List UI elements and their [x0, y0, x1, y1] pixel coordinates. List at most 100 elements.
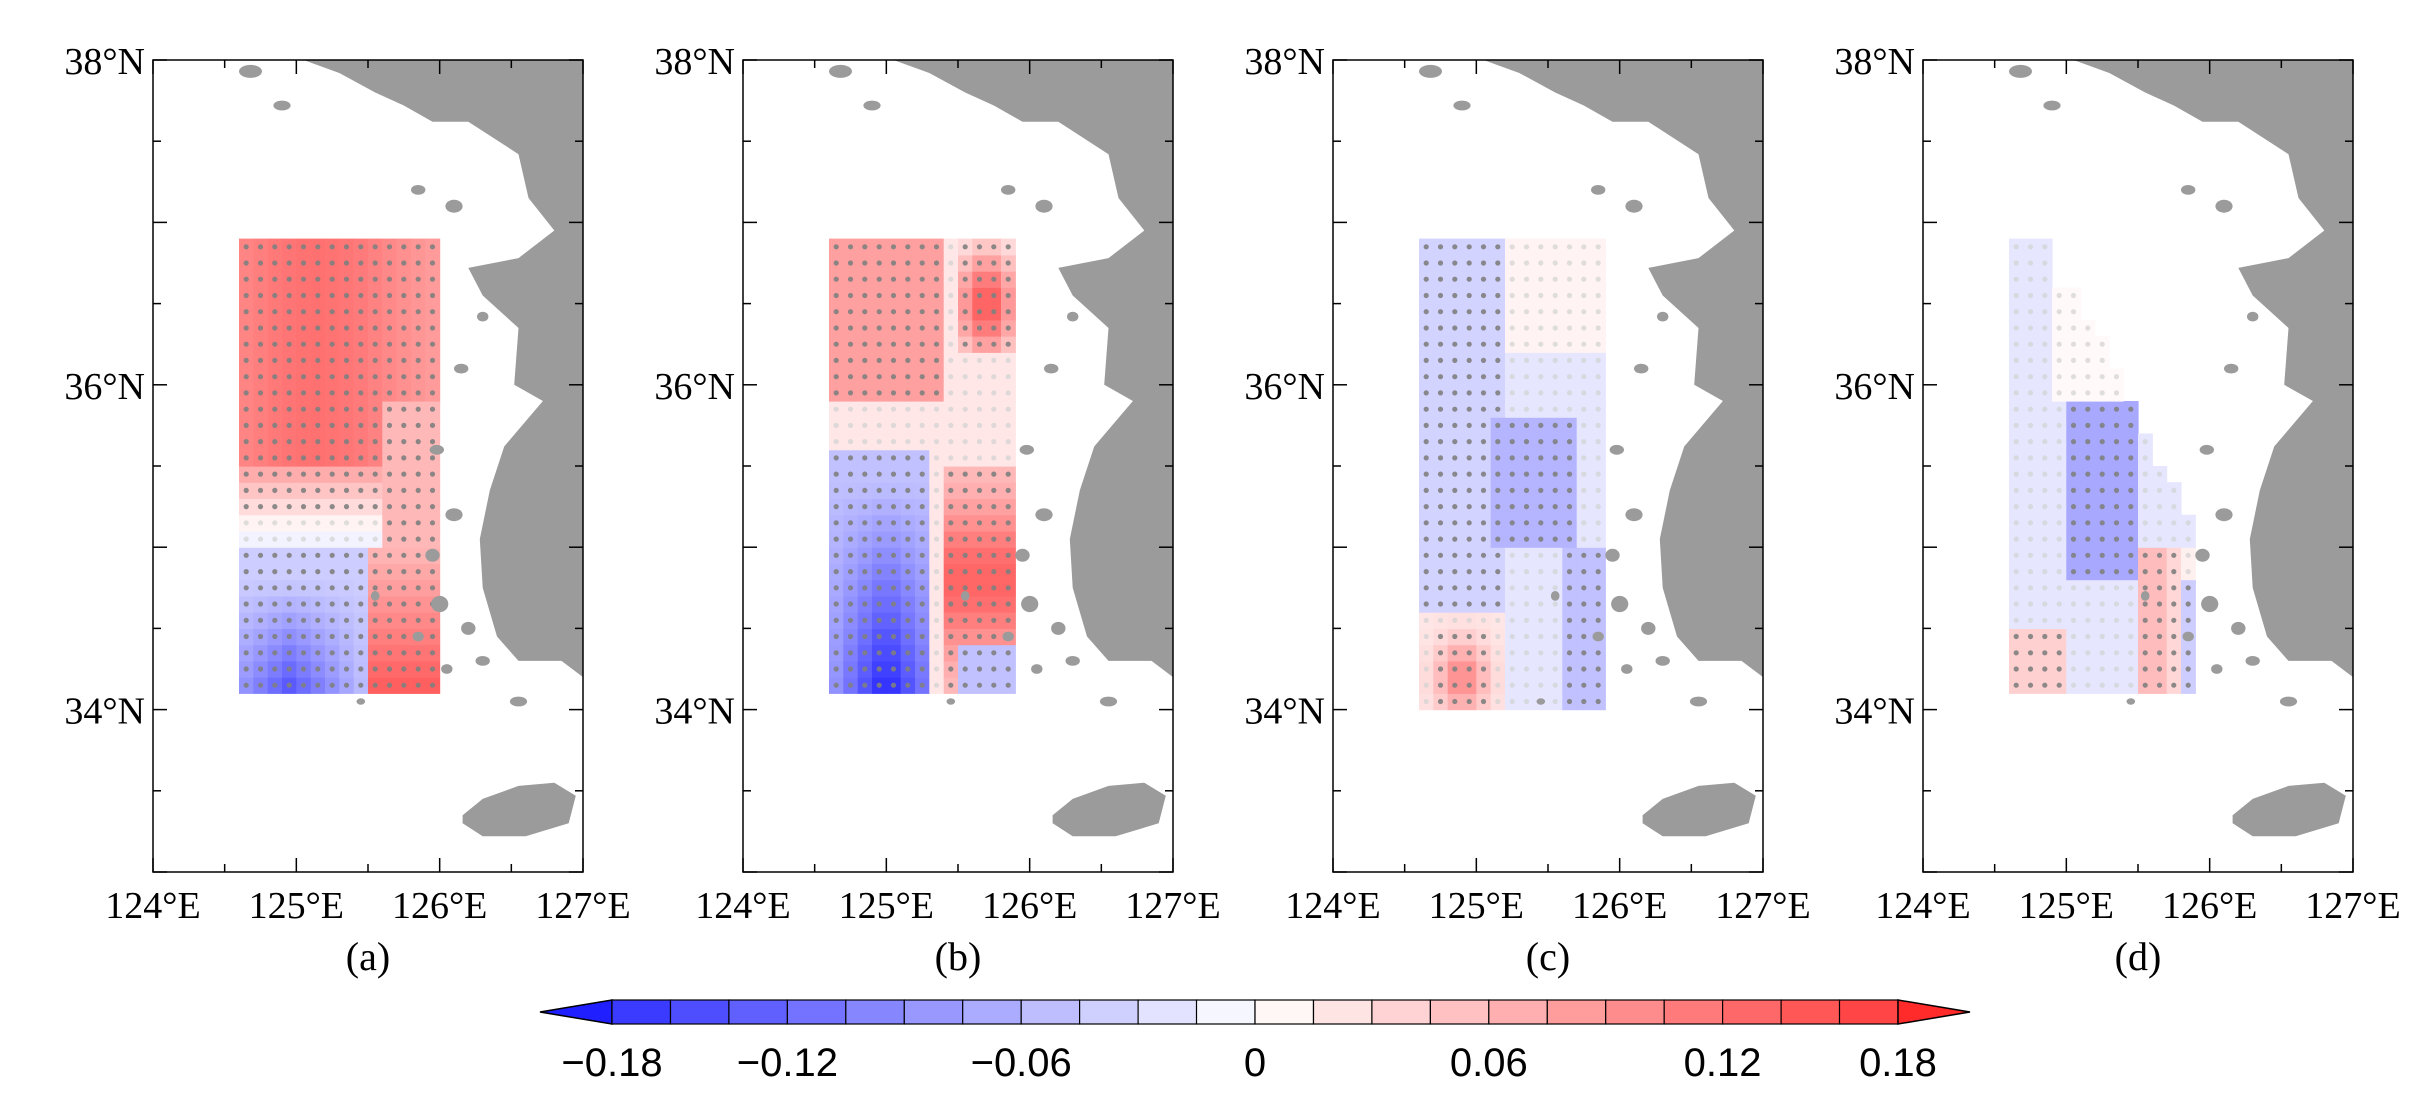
grid-dot — [1581, 504, 1587, 510]
grid-dot — [1509, 682, 1515, 688]
grid-dot — [272, 650, 278, 656]
grid-dot — [372, 520, 378, 526]
grid-dot — [358, 455, 364, 461]
grid-dot — [948, 422, 954, 428]
grid-dot — [2042, 325, 2048, 331]
grid-dot — [933, 406, 940, 412]
grid-dot — [1566, 601, 1573, 607]
grid-dot — [1523, 682, 1530, 688]
grid-dot — [329, 471, 335, 477]
grid-dot — [1005, 536, 1011, 542]
grid-dot — [847, 390, 854, 396]
grid-dot — [976, 406, 983, 412]
grid-dot — [1581, 666, 1587, 672]
grid-dot — [876, 455, 882, 461]
grid-dot — [2142, 487, 2148, 493]
grid-dot — [933, 633, 940, 640]
grid-dot — [1423, 357, 1429, 363]
grid-dot — [257, 439, 264, 445]
grid-dot — [962, 406, 968, 412]
grid-dot — [1566, 276, 1573, 282]
grid-dot — [2070, 601, 2077, 607]
grid-dot — [1452, 325, 1458, 331]
grid-dot — [1452, 536, 1458, 542]
grid-dot — [2156, 585, 2163, 591]
grid-dot — [1581, 682, 1587, 688]
grid-dot — [300, 617, 307, 623]
grid-dot — [2099, 520, 2105, 526]
lat-label: 38°N — [64, 41, 145, 83]
grid-dot — [847, 487, 854, 493]
grid-dot — [286, 487, 292, 493]
grid-dot — [2085, 633, 2091, 640]
grid-dot — [1509, 487, 1515, 493]
grid-dot — [1552, 536, 1558, 542]
lon-label: 126°E — [392, 885, 487, 927]
grid-dot — [1466, 276, 1472, 282]
grid-dot — [257, 650, 264, 656]
grid-dot — [833, 357, 839, 363]
grid-dot — [243, 422, 249, 428]
grid-dot — [2027, 536, 2034, 542]
grid-dot — [2113, 569, 2120, 575]
grid-dot — [300, 439, 307, 445]
grid-dot — [890, 487, 897, 493]
land-island — [2009, 64, 2032, 78]
grid-dot — [2070, 357, 2077, 363]
grid-dot — [1495, 309, 1501, 315]
grid-dot — [300, 536, 307, 542]
grid-dot — [2113, 455, 2120, 461]
grid-dot — [2056, 309, 2062, 315]
lat-label: 34°N — [64, 691, 145, 733]
lon-label: 126°E — [2162, 885, 2257, 927]
grid-dot — [919, 357, 925, 363]
grid-dot — [1495, 569, 1501, 575]
grid-dot — [919, 552, 925, 558]
grid-dot — [833, 585, 839, 591]
grid-dot — [257, 455, 264, 461]
lon-label: 127°E — [535, 885, 630, 927]
grid-dot — [2185, 585, 2191, 591]
grid-dot — [1523, 471, 1530, 477]
grid-dot — [1552, 601, 1558, 607]
grid-dot — [962, 650, 968, 656]
grid-dot — [358, 617, 364, 623]
grid-dot — [272, 260, 278, 266]
grid-dot — [1538, 455, 1544, 461]
grid-dot — [386, 487, 393, 493]
grid-dot — [890, 422, 897, 428]
grid-dot — [876, 552, 882, 558]
grid-dot — [415, 487, 421, 493]
grid-dot — [2013, 666, 2019, 672]
grid-dot — [890, 292, 897, 299]
grid-dot — [919, 569, 925, 575]
grid-dot — [2042, 357, 2048, 363]
grid-dot — [1423, 276, 1429, 282]
grid-dot — [991, 617, 997, 623]
grid-dot — [386, 455, 393, 461]
grid-dot — [429, 390, 436, 396]
grid-dot — [1005, 292, 1011, 299]
grid-dot — [315, 390, 321, 396]
grid-dot — [948, 260, 954, 266]
grid-dot — [1595, 552, 1601, 558]
grid-dot — [948, 569, 954, 575]
grid-dot — [847, 617, 854, 623]
colorbar-bin — [728, 999, 789, 1025]
grid-dot — [991, 341, 997, 347]
grid-dot — [933, 585, 940, 591]
grid-dot — [1452, 487, 1458, 493]
grid-dot — [1005, 276, 1011, 282]
grid-dot — [919, 601, 925, 607]
grid-dot — [976, 569, 983, 575]
grid-dot — [991, 536, 997, 542]
grid-dot — [272, 487, 278, 493]
grid-dot — [1595, 666, 1601, 672]
grid-dot — [1005, 244, 1011, 250]
colorbar-bin — [845, 999, 905, 1025]
grid-dot — [1480, 292, 1487, 299]
lon-label: 124°E — [695, 885, 790, 927]
grid-dot — [315, 439, 321, 445]
grid-dot — [257, 585, 264, 591]
grid-dot — [343, 666, 350, 672]
